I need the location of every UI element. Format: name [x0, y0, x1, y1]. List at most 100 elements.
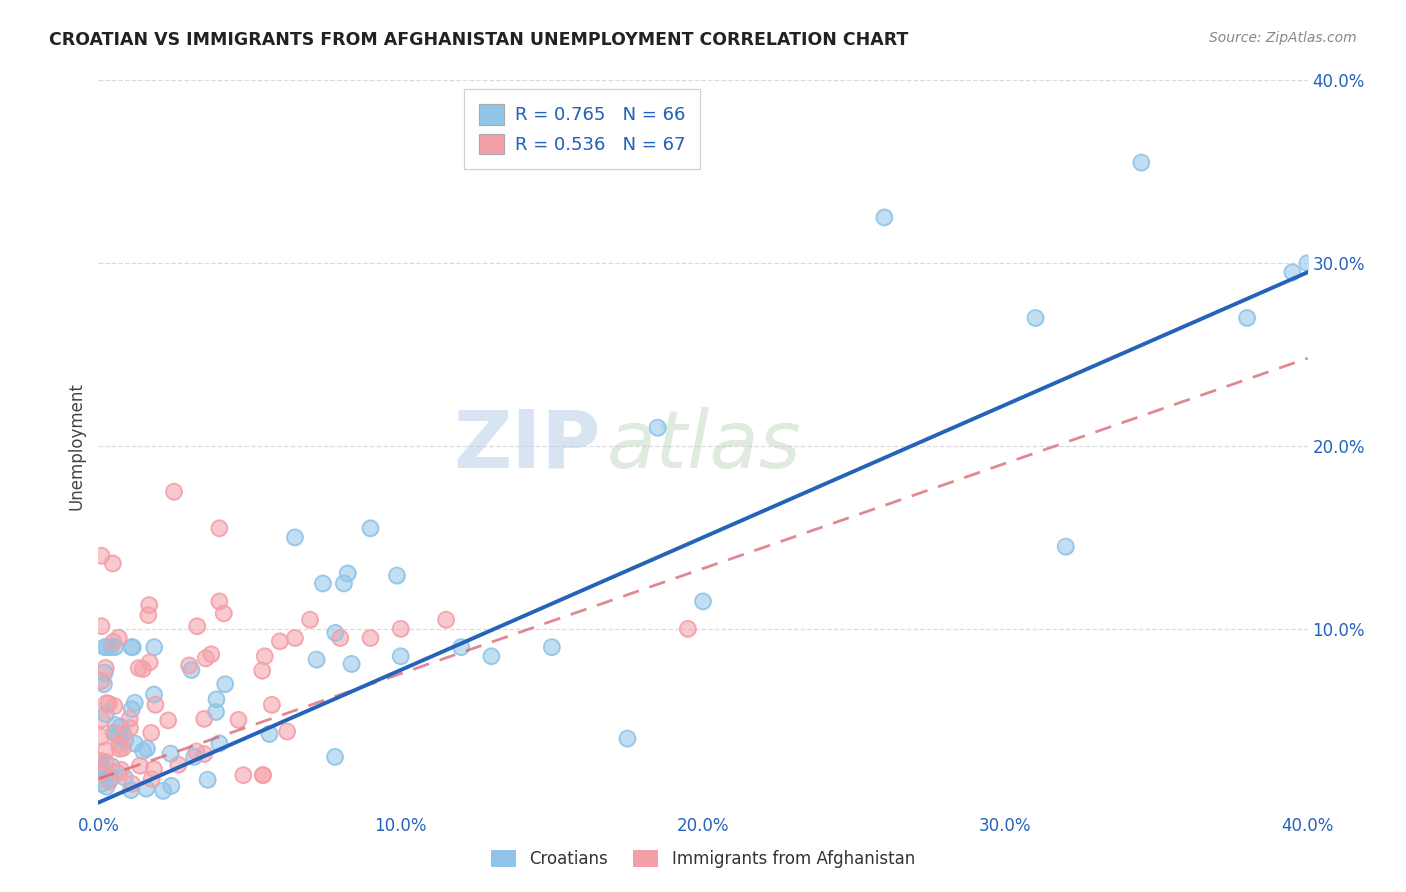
Point — [340, 657, 363, 671]
Point — [205, 705, 228, 719]
Point — [128, 661, 150, 675]
Point — [97, 697, 120, 711]
Point — [323, 749, 346, 764]
Point — [107, 631, 129, 645]
Point — [104, 725, 127, 739]
Point — [132, 744, 155, 758]
Point — [676, 622, 699, 636]
Point — [135, 781, 157, 796]
Point — [94, 743, 117, 757]
Point — [360, 631, 382, 645]
Point — [121, 777, 143, 791]
Point — [197, 772, 219, 787]
Point — [389, 622, 412, 636]
Point — [276, 724, 298, 739]
Point — [104, 718, 127, 732]
Point — [138, 598, 160, 612]
Point — [157, 714, 180, 728]
Point — [323, 625, 346, 640]
Point — [336, 566, 359, 581]
Point — [124, 737, 146, 751]
Point — [107, 766, 129, 780]
Legend: R = 0.765   N = 66, R = 0.536   N = 67: R = 0.765 N = 66, R = 0.536 N = 67 — [464, 89, 700, 169]
Point — [145, 698, 167, 712]
Point — [101, 557, 124, 571]
Point — [121, 640, 143, 655]
Point — [616, 731, 638, 746]
Point — [186, 619, 208, 633]
Point — [250, 664, 273, 678]
Point — [481, 649, 503, 664]
Point — [91, 763, 114, 777]
Text: atlas: atlas — [606, 407, 801, 485]
Point — [100, 772, 122, 786]
Point — [194, 651, 217, 665]
Point — [93, 665, 115, 680]
Point — [434, 613, 457, 627]
Point — [252, 768, 274, 782]
Point — [193, 712, 215, 726]
Point — [1281, 265, 1303, 279]
Point — [163, 484, 186, 499]
Point — [152, 784, 174, 798]
Point — [108, 741, 131, 756]
Point — [250, 664, 273, 678]
Point — [96, 640, 118, 655]
Point — [873, 211, 896, 225]
Point — [100, 640, 122, 655]
Point — [205, 692, 228, 706]
Point — [180, 663, 202, 677]
Point — [114, 732, 136, 747]
Point — [90, 777, 112, 791]
Point — [108, 729, 131, 743]
Point — [118, 712, 141, 726]
Point — [93, 640, 115, 655]
Point — [205, 705, 228, 719]
Point — [186, 745, 208, 759]
Point — [114, 771, 136, 785]
Point — [259, 727, 281, 741]
Point — [208, 521, 231, 535]
Point — [136, 608, 159, 623]
Point — [90, 730, 112, 744]
Point — [135, 741, 157, 756]
Point — [299, 613, 322, 627]
Point — [616, 731, 638, 746]
Point — [90, 619, 112, 633]
Point — [132, 662, 155, 676]
Point — [96, 696, 118, 710]
Point — [269, 634, 291, 648]
Point — [208, 521, 231, 535]
Point — [329, 631, 352, 645]
Point — [160, 779, 183, 793]
Point — [193, 747, 215, 761]
Point — [132, 744, 155, 758]
Point — [193, 712, 215, 726]
Point — [110, 720, 132, 734]
Point — [104, 640, 127, 655]
Point — [124, 737, 146, 751]
Point — [183, 749, 205, 764]
Point — [97, 697, 120, 711]
Point — [228, 713, 250, 727]
Point — [98, 774, 121, 789]
Point — [389, 622, 412, 636]
Point — [94, 706, 117, 721]
Point — [93, 665, 115, 680]
Point — [323, 749, 346, 764]
Point — [141, 772, 163, 786]
Point — [252, 768, 274, 782]
Text: Source: ZipAtlas.com: Source: ZipAtlas.com — [1209, 31, 1357, 45]
Point — [1024, 310, 1046, 325]
Point — [103, 699, 125, 714]
Point — [360, 521, 382, 535]
Point — [98, 774, 121, 789]
Point — [159, 747, 181, 761]
Point — [145, 698, 167, 712]
Point — [103, 635, 125, 649]
Point — [284, 530, 307, 544]
Point — [112, 727, 135, 741]
Point — [94, 764, 117, 779]
Point — [1236, 310, 1258, 325]
Point — [90, 730, 112, 744]
